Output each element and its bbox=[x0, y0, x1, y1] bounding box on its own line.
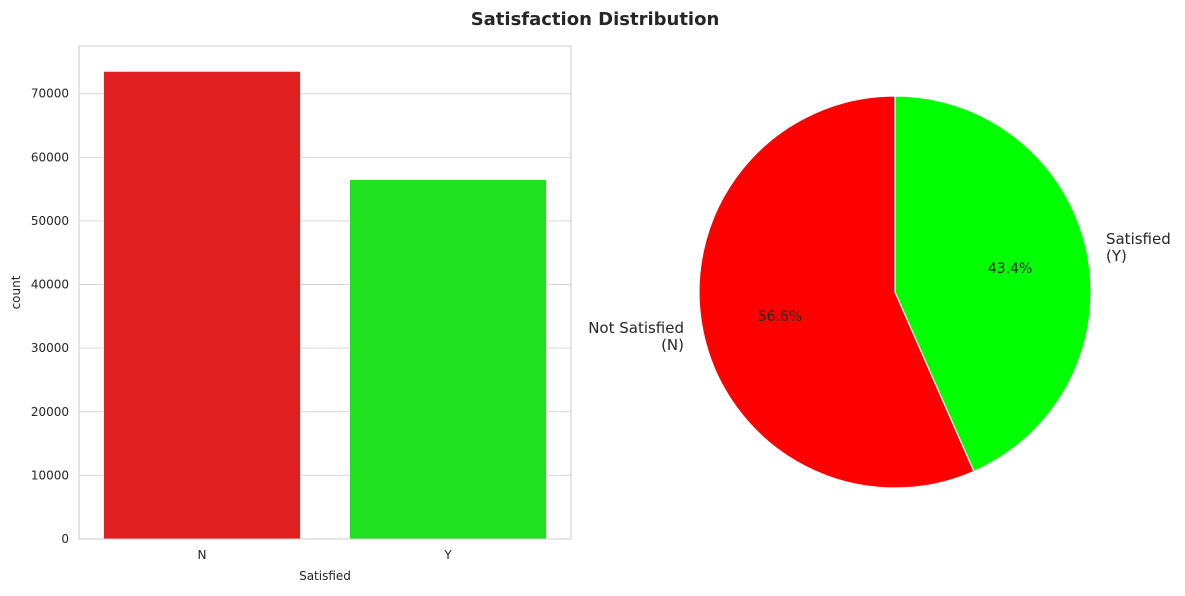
x-tick-label: Y bbox=[443, 548, 452, 562]
y-tick-label: 60000 bbox=[31, 150, 69, 164]
bar-Y bbox=[349, 179, 547, 540]
pie-category-label-line: (N) bbox=[661, 336, 684, 354]
y-tick-label: 50000 bbox=[31, 214, 69, 228]
pie-category-label-line: Not Satisfied bbox=[588, 319, 684, 337]
y-tick-label: 20000 bbox=[31, 405, 69, 419]
y-axis-label: count bbox=[9, 275, 23, 309]
pie-category-label-line: Satisfied bbox=[1106, 230, 1171, 248]
bar-chart: N Y 0 10000 20000 30000 40000 50000 60000 70000 Sa… bbox=[9, 45, 572, 583]
y-tick-label: 10000 bbox=[31, 468, 69, 482]
pie-category-label: Not Satisfied (N) bbox=[588, 319, 684, 354]
y-tick-label: 70000 bbox=[31, 87, 69, 101]
bar-N bbox=[103, 71, 301, 540]
x-tick-label: N bbox=[198, 548, 207, 562]
pie-chart: 56.6% Not Satisfied (N) 43.4% Satisfied (Y) bbox=[588, 95, 1171, 489]
pie-slice-1 bbox=[894, 95, 1092, 473]
pie-category-label: Satisfied (Y) bbox=[1106, 230, 1171, 265]
pie-percent-label: 56.6% bbox=[758, 309, 802, 325]
pie-slice-0 bbox=[698, 95, 975, 489]
figure-title: Satisfaction Distribution bbox=[471, 9, 720, 30]
y-tick-label: 0 bbox=[61, 532, 69, 546]
y-tick-label: 30000 bbox=[31, 341, 69, 355]
x-axis-label: Satisfied bbox=[299, 569, 351, 583]
pie-category-label-line: (Y) bbox=[1106, 247, 1127, 265]
pie-percent-label: 43.4% bbox=[988, 261, 1032, 277]
plot-frame bbox=[78, 45, 572, 540]
y-tick-label: 40000 bbox=[31, 278, 69, 292]
